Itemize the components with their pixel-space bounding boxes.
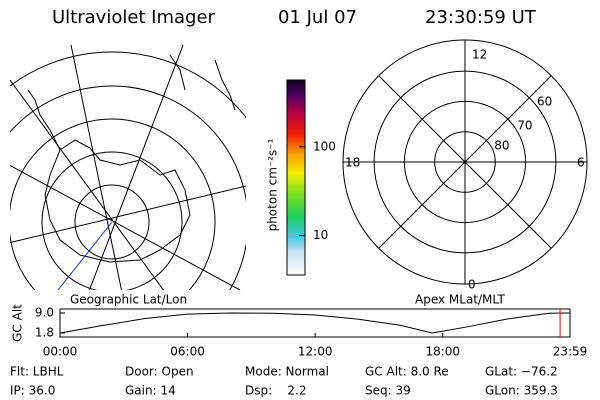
geo-map: [10, 45, 246, 290]
lat-label: 70: [517, 118, 532, 132]
status-field: IP: 36.0: [10, 384, 55, 398]
lat-ring: [434, 131, 496, 193]
x-tick-label: 06:00: [170, 345, 205, 359]
polar-grid: [342, 39, 588, 285]
status-field: Seq: 39: [365, 384, 411, 398]
right-panel-label: Apex MLat/MLT: [415, 293, 505, 307]
mlt-label: 6: [577, 156, 585, 170]
y-tick-label: 9.0: [35, 306, 54, 320]
mlt-label: 0: [468, 278, 476, 292]
title: Ultraviolet Imager: [52, 7, 216, 28]
colorbar-tick-label: 10: [313, 228, 328, 242]
status-field: Flt: LBHL: [10, 365, 64, 379]
lat-label: 60: [537, 95, 552, 109]
x-tick-label: 23:59: [553, 345, 588, 359]
status-field: GLon: 359.3: [485, 384, 558, 398]
time: 23:30:59 UT: [425, 7, 537, 28]
status-field: Door: Open: [125, 365, 194, 379]
colorbar-tick-label: 100: [313, 139, 336, 153]
date: 01 Jul 07: [278, 7, 357, 28]
x-tick-label: 00:00: [43, 345, 78, 359]
x-tick-label: 12:00: [298, 345, 333, 359]
left-panel-label: Geographic Lat/Lon: [70, 293, 187, 307]
mlt-label: 12: [472, 48, 487, 62]
colorbar: [286, 79, 306, 276]
x-tick-label: 18:00: [425, 345, 460, 359]
status-field: GLat: −76.2: [485, 365, 558, 379]
lat-ring: [403, 100, 527, 224]
altitude-line: [59, 312, 571, 334]
status-field: GC Alt: 8.0 Re: [365, 365, 449, 379]
y-tick-label: 1.8: [35, 326, 54, 340]
colorbar-label: photon cm⁻²s⁻¹: [266, 138, 280, 231]
mlt-label: 18: [345, 156, 360, 170]
status-field: Mode: Normal: [245, 365, 329, 379]
y-axis-label: GC Alt: [11, 304, 25, 342]
lat-label: 80: [494, 139, 509, 153]
plot-frame: [59, 308, 571, 338]
status-field: Dsp: 2.2: [245, 384, 307, 398]
lat-ring: [373, 70, 557, 254]
status-field: Gain: 14: [125, 384, 176, 398]
